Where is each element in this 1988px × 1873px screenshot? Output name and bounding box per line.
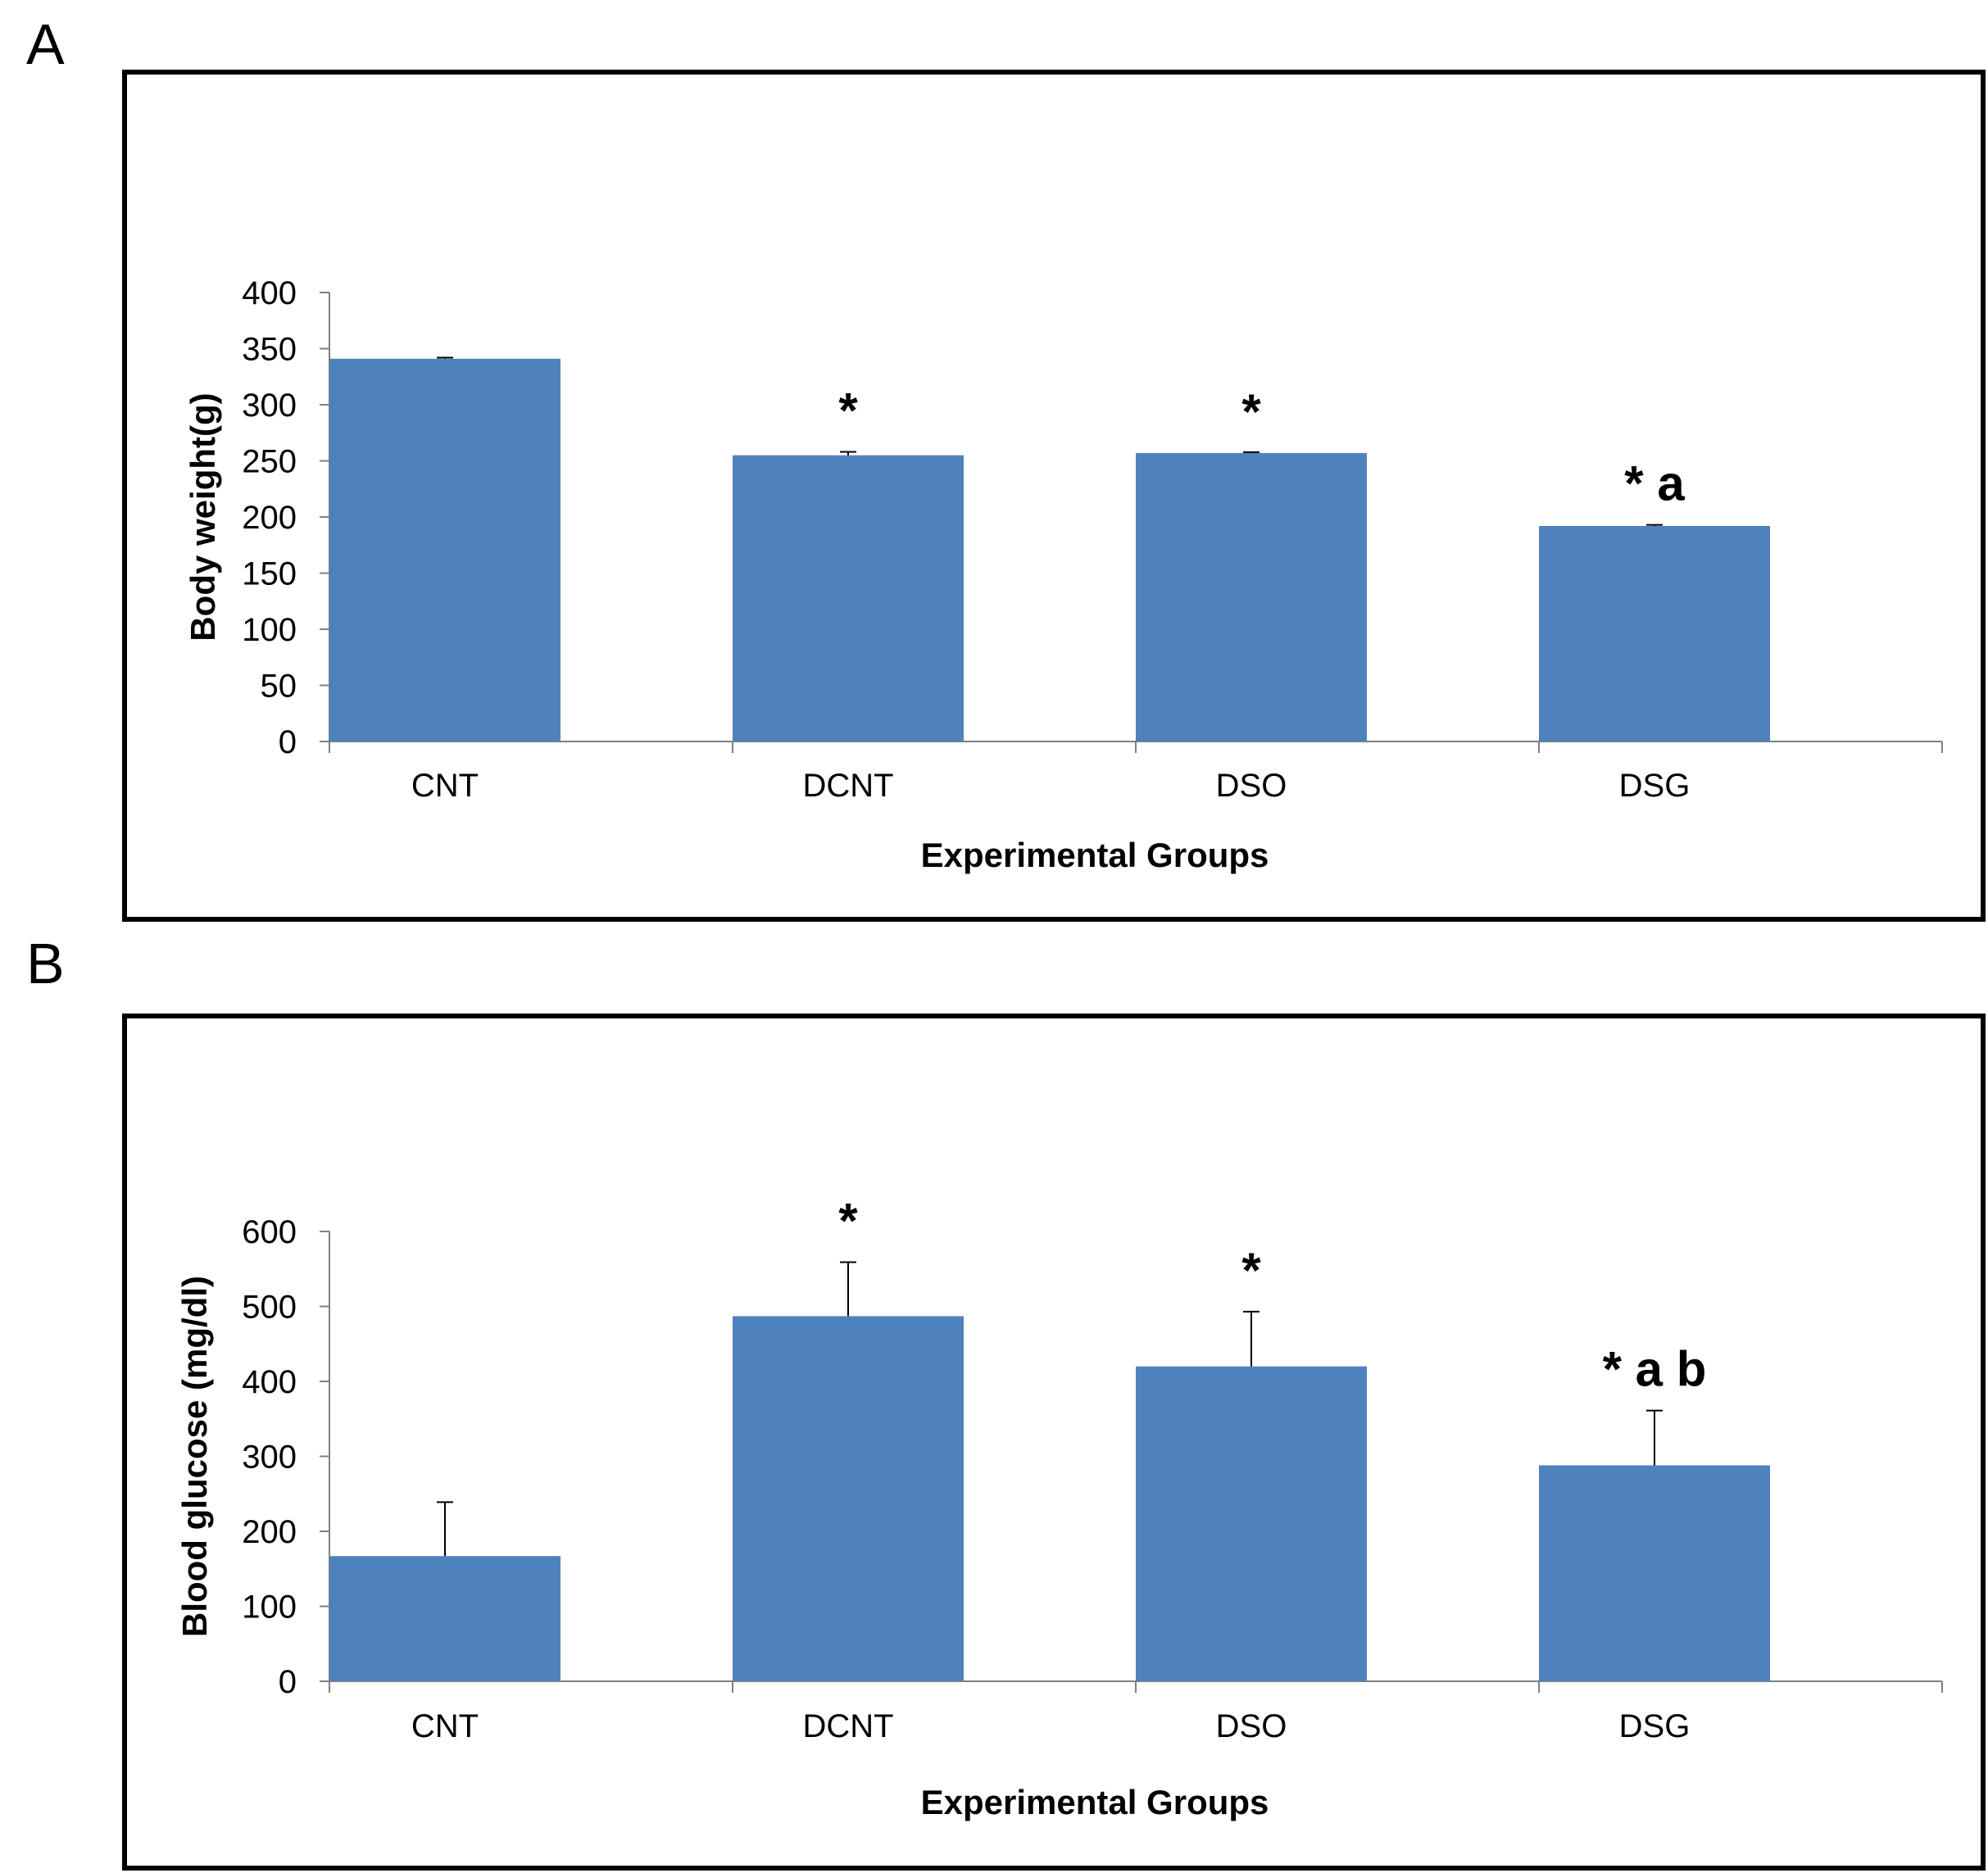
chart1-bar-dsg [1539,1465,1770,1681]
chart0-bar-dso [1136,452,1367,741]
chart1-y-tick-label: 400 [242,1364,297,1400]
chart1-bar-cnt [329,1556,561,1681]
chart1-y-tick-label: 0 [279,1664,297,1700]
chart0-annotation: * a [1624,456,1685,511]
panel-a-frame [122,70,1986,922]
chart1-y-tick-label: 600 [242,1214,297,1250]
chart0-category-label: CNT [411,768,479,804]
chart0-y-tick-label: 100 [242,612,297,648]
chart1-y-tick-label: 300 [242,1440,297,1476]
chart1-bar-dcnt [733,1316,964,1681]
chart1-category-label: DSG [1619,1708,1691,1744]
chart0-category-label: DSO [1216,768,1287,804]
chart0-y-tick-label: 350 [242,332,297,368]
chart0-y-tick-label: 50 [261,669,297,705]
panel-a-letter: A [26,12,65,76]
chart0-y-tick-label: 200 [242,500,297,536]
chart1-y-tick-label: 500 [242,1290,297,1326]
panel-b-frame [122,1014,1986,1871]
chart0-x-label: Experimental Groups [921,836,1269,874]
chart1-bar-dso [1136,1366,1367,1681]
panel-b-letter: B [26,932,65,995]
chart0-y-label: Body weight(g) [184,392,222,641]
chart0-bar-cnt [329,358,561,741]
chart0-y-tick-label: 250 [242,444,297,480]
chart1-annotation: * [1241,1243,1261,1298]
chart0-y-tick-label: 300 [242,388,297,424]
chart0-y-tick-label: 150 [242,556,297,592]
chart1-category-label: DCNT [802,1708,893,1744]
chart1-x-label: Experimental Groups [921,1783,1269,1821]
chart1-annotation: * a b [1603,1342,1707,1397]
panel-b-chart: 0 100 200 300 400 500 600 CNT DCNT * DSO * DSG * a b E… [175,1194,1943,1821]
chart0-bar-dsg [1539,525,1770,741]
chart0-bar-dcnt [733,455,964,741]
chart0-category-label: DCNT [802,768,893,804]
chart0-y-tick-label: 0 [279,724,297,760]
chart1-annotation: * [838,1194,858,1249]
chart1-y-label: Blood glucose (mg/dl) [175,1276,214,1637]
chart1-y-tick-label: 100 [242,1590,297,1626]
chart0-category-label: DSG [1619,768,1691,804]
chart0-annotation: * [1241,384,1261,439]
chart0-y-tick-label: 400 [242,275,297,311]
panel-a-chart: 0 50 100 150 200 250 300 350 400 CNT DCNT * DSO * DSG *… [184,275,1943,874]
chart1-category-label: CNT [411,1708,479,1744]
chart1-category-label: DSO [1216,1708,1287,1744]
chart1-y-tick-label: 200 [242,1514,297,1550]
chart0-annotation: * [838,383,858,438]
